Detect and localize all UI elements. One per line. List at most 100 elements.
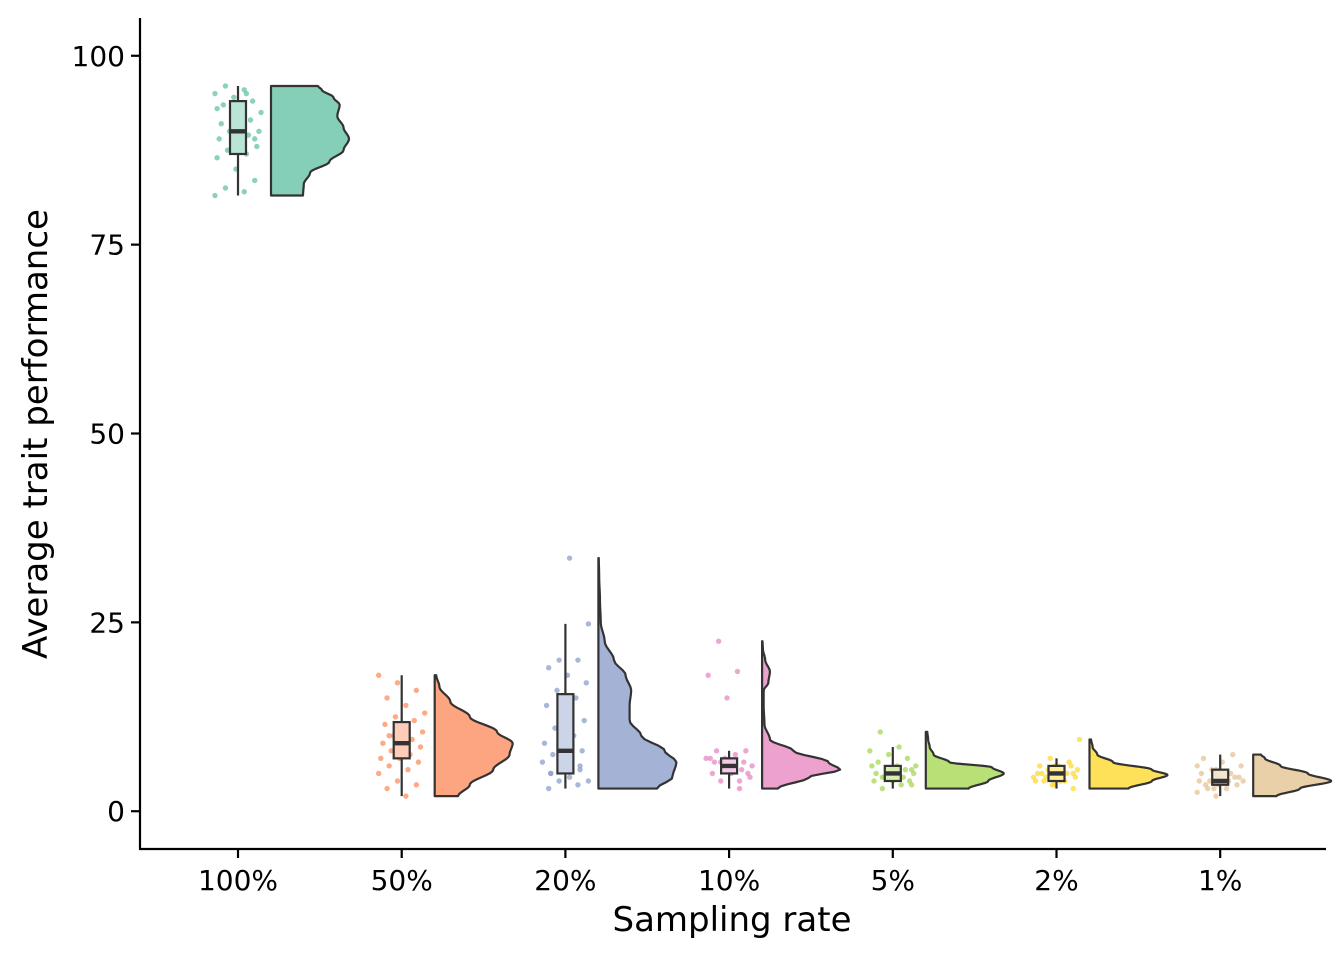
y-ticks: 0 25 50 75 100 (72, 40, 140, 828)
data-point (543, 702, 550, 709)
x-tick-label: 20% (534, 864, 596, 897)
data-point (403, 793, 409, 799)
data-point (904, 755, 911, 762)
data-point (422, 710, 428, 716)
data-point (548, 770, 554, 777)
data-point (222, 83, 229, 89)
data-point (713, 748, 720, 754)
data-point (413, 687, 420, 694)
y-tick-label: 50 (89, 418, 125, 451)
data-point (908, 766, 915, 773)
data-point (382, 721, 388, 728)
data-point (709, 770, 716, 777)
data-point (736, 778, 743, 784)
data-point (541, 740, 548, 746)
data-point (1230, 751, 1236, 758)
data-point (738, 766, 745, 773)
half-violin (1088, 738, 1169, 790)
data-point (873, 770, 879, 777)
group-50pct (376, 672, 514, 799)
data-point (1030, 774, 1037, 780)
data-point (867, 748, 873, 754)
data-point (218, 121, 224, 127)
data-point (241, 189, 247, 195)
data-point (1198, 770, 1205, 777)
data-point (1049, 782, 1056, 788)
data-point (581, 717, 587, 724)
data-point (1194, 789, 1200, 796)
y-tick-label: 0 (107, 795, 125, 828)
data-point (405, 766, 411, 773)
data-point (556, 657, 562, 663)
half-violin (597, 557, 678, 790)
data-point (1047, 755, 1053, 762)
data-point (545, 664, 552, 671)
data-point (550, 751, 556, 758)
data-point (743, 748, 749, 754)
data-point (718, 778, 724, 784)
data-point (417, 744, 424, 750)
data-point (216, 136, 222, 142)
data-point (419, 729, 426, 735)
data-point (1196, 778, 1202, 784)
data-point (724, 695, 730, 701)
x-tick-label: 5% (871, 864, 915, 897)
data-point (214, 105, 220, 112)
data-point (900, 774, 906, 780)
x-axis-title: Sampling rate (612, 900, 851, 940)
data-point (415, 759, 422, 765)
data-point (575, 657, 581, 663)
data-point (749, 763, 755, 769)
group-20pct (539, 555, 678, 792)
data-point (249, 98, 256, 104)
data-point (913, 763, 919, 769)
data-point (386, 732, 392, 739)
data-point (745, 770, 751, 777)
data-point (1238, 763, 1244, 769)
data-point (577, 766, 583, 773)
data-point (583, 680, 590, 686)
data-point (539, 759, 546, 765)
data-point (214, 155, 220, 161)
data-point (875, 759, 881, 765)
data-point (711, 759, 718, 765)
data-point (585, 778, 592, 784)
x-tick-label: 1% (1198, 864, 1242, 897)
data-point (1200, 755, 1207, 762)
data-point (896, 744, 902, 750)
data-point (879, 774, 886, 780)
x-tick-label: 100% (198, 864, 278, 897)
data-point (1240, 778, 1246, 784)
data-point (741, 759, 747, 765)
data-point (376, 770, 382, 777)
data-point (556, 778, 562, 784)
data-point (1194, 763, 1200, 769)
data-point (566, 555, 573, 561)
group-1pct (1194, 751, 1333, 799)
data-point (222, 185, 229, 191)
data-point (1034, 770, 1041, 777)
data-point (394, 778, 401, 784)
data-point (1041, 778, 1047, 784)
data-point (1213, 793, 1219, 799)
half-violin (1252, 753, 1333, 798)
half-violin (924, 730, 1005, 790)
data-point (1234, 782, 1240, 788)
data-point (252, 136, 258, 142)
data-point (394, 680, 401, 686)
data-point (258, 109, 264, 116)
y-tick-label: 100 (72, 40, 125, 73)
data-point (1211, 785, 1217, 792)
data-point (732, 751, 739, 758)
data-point (585, 621, 592, 627)
data-point (388, 748, 394, 754)
half-violin (269, 84, 351, 197)
data-point (245, 132, 252, 138)
data-point (1074, 766, 1081, 773)
data-point (1236, 774, 1242, 780)
data-point (376, 672, 382, 678)
data-point (411, 717, 417, 724)
data-point (734, 668, 741, 675)
x-ticks: 100% 50% 20% 10% 5% 2% 1% (198, 849, 1242, 897)
data-point (1070, 785, 1076, 792)
